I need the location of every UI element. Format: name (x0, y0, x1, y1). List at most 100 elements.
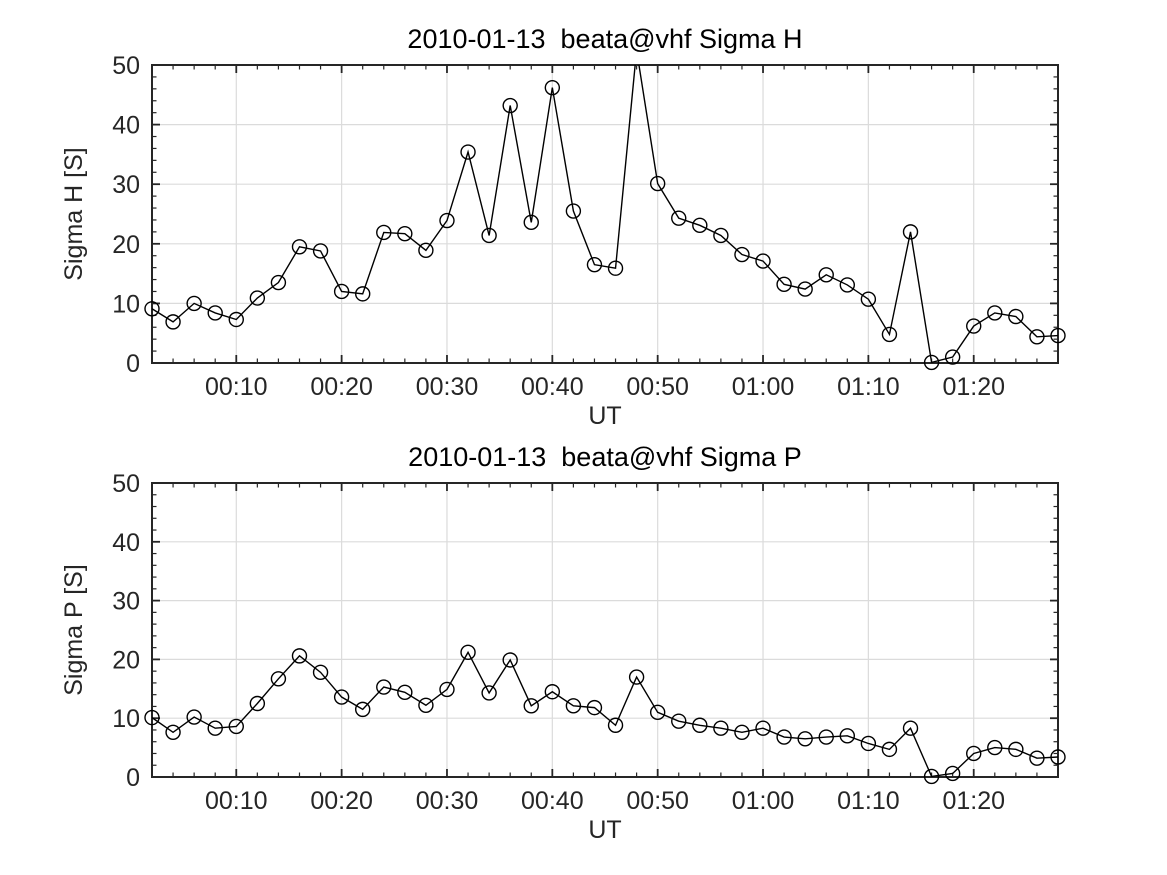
sigma-p-plot-area: 00:10 00:20 00:30 00:40 00:50 01:00 01:10 01:20… (112, 470, 1066, 815)
data-point-marker (565, 203, 582, 219)
x-tick-label: 00:50 (626, 373, 689, 401)
data-point-marker (628, 669, 645, 685)
data-point-marker (397, 225, 413, 242)
x-tick-label: 00:30 (416, 373, 479, 401)
data-point-marker (713, 720, 729, 736)
data-point-marker (818, 267, 834, 283)
data-point-marker (333, 689, 350, 705)
data-point-marker (544, 79, 561, 96)
data-point-marker (797, 731, 813, 747)
data-point-marker (607, 717, 624, 733)
data-point-marker (207, 305, 223, 321)
x-tick-label: 00:50 (626, 787, 689, 815)
y-tick-label: 50 (112, 470, 140, 498)
data-point-marker (818, 729, 834, 745)
data-line (152, 650, 1058, 777)
axes-border (151, 64, 1059, 364)
x-tick-label: 01:20 (942, 373, 1005, 401)
y-tick-label: 10 (112, 705, 140, 733)
data-point-marker (544, 684, 561, 700)
x-tick-label: 00:20 (310, 373, 373, 401)
data-point-marker (734, 246, 750, 263)
data-point-marker (228, 718, 244, 735)
data-point-marker (734, 724, 750, 741)
data-point-marker (902, 720, 919, 736)
y-tick-label: 0 (126, 350, 140, 378)
y-axis-label: Sigma H [S] (60, 147, 88, 280)
data-point-marker (776, 276, 792, 293)
data-point-marker (312, 243, 329, 259)
data-point-marker (165, 314, 181, 330)
data-point-marker (144, 301, 160, 317)
x-tick-label: 00:10 (205, 373, 268, 401)
data-point-marker (249, 695, 266, 712)
data-point-marker (333, 283, 350, 300)
data-point-marker (270, 671, 287, 687)
data-point-marker (966, 318, 982, 334)
data-point-marker (692, 717, 708, 733)
data-point-marker (987, 739, 1003, 756)
data-point-marker (418, 242, 434, 259)
data-point-marker (502, 97, 518, 114)
x-tick-label: 00:40 (521, 373, 584, 401)
data-point-marker (1029, 329, 1045, 345)
data-point-marker (354, 701, 371, 718)
x-axis-label: UT (588, 402, 621, 430)
data-point-marker (565, 698, 582, 714)
data-point-marker (165, 724, 181, 741)
data-point-marker (692, 217, 708, 234)
y-tick-label: 10 (112, 290, 140, 318)
y-tick-label: 30 (112, 588, 140, 616)
data-point-marker (397, 684, 413, 701)
data-point-marker (249, 290, 266, 306)
axes-border (151, 482, 1059, 778)
data-point-marker (860, 291, 877, 307)
sigma-h-chart: 00:10 00:20 00:30 00:40 00:50 01:00 01:10 01:20… (60, 24, 1066, 430)
data-point-marker (207, 720, 223, 736)
y-tick-label: 30 (112, 171, 140, 199)
x-tick-label: 00:30 (416, 787, 479, 815)
data-point-marker (881, 326, 898, 343)
chart-title: 2010-01-13 beata@vhf Sigma P (408, 442, 802, 472)
data-point-marker (607, 260, 624, 276)
x-tick-label: 01:00 (732, 787, 795, 815)
data-point-marker (1050, 327, 1066, 344)
data-point-marker (502, 652, 518, 668)
y-tick-label: 40 (112, 529, 140, 557)
data-point-marker (860, 735, 877, 752)
x-tick-label: 00:10 (205, 787, 268, 815)
x-tick-label: 01:10 (837, 373, 900, 401)
data-point-marker (523, 698, 539, 714)
x-tick-label: 00:40 (521, 787, 584, 815)
x-tick-label: 01:10 (837, 787, 900, 815)
y-tick-label: 0 (126, 764, 140, 792)
data-point-marker (987, 305, 1003, 321)
data-point-marker (439, 212, 455, 229)
data-point-marker (797, 281, 813, 297)
data-point-marker (186, 295, 202, 312)
data-point-marker (755, 720, 771, 736)
data-point-marker (776, 729, 792, 745)
data-point-marker (376, 224, 392, 241)
data-point-marker (354, 286, 371, 302)
data-point-marker (944, 765, 961, 782)
x-tick-label: 01:00 (732, 373, 795, 401)
sigma-p-chart: 00:10 00:20 00:30 00:40 00:50 01:00 01:10 01:20… (60, 442, 1066, 844)
data-point-marker (439, 681, 455, 698)
data-point-marker (1050, 749, 1066, 765)
data-point-marker (755, 253, 771, 269)
x-tick-label: 01:20 (942, 787, 1005, 815)
data-line (152, 65, 1058, 363)
data-point-marker (186, 709, 202, 725)
data-point-marker (881, 741, 898, 758)
data-point-marker (1029, 750, 1045, 766)
data-point-marker (376, 679, 392, 695)
data-point-marker (944, 349, 961, 365)
data-point-marker (460, 144, 476, 160)
y-tick-label: 20 (112, 231, 140, 259)
data-point-marker (1008, 308, 1024, 325)
y-tick-label: 40 (112, 112, 140, 140)
data-point-marker (923, 768, 940, 785)
y-axis-label: Sigma P [S] (60, 564, 88, 696)
